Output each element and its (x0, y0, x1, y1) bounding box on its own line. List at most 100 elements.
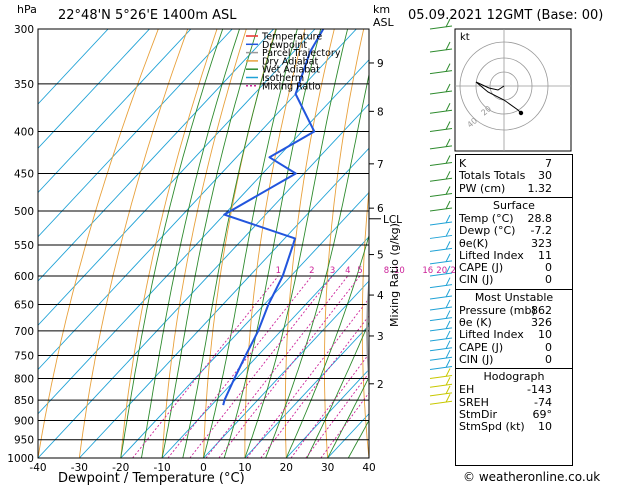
hodograph-row: StmSpd (kt) 10 (456, 420, 572, 433)
pressure-tick-label: 500 (14, 206, 34, 218)
wind-barb (429, 161, 453, 166)
hodograph-section-title: Hodograph (483, 370, 545, 384)
wind-barb-flag (445, 155, 451, 164)
indices-panel: K 7 Totals Totals 30 PW (cm) 1.32 Surface Temp … (455, 154, 573, 466)
index-label: Temp (°C) (459, 211, 514, 225)
wind-barb-flag (445, 320, 451, 330)
hodograph-kt-label: kt (460, 32, 470, 43)
mixing-ratio-label: 3 (330, 266, 335, 276)
mixing-ratio-line (132, 275, 279, 458)
wind-barb (429, 392, 453, 397)
legend-entry: Wet Adiabat (262, 65, 320, 76)
index-label: θe(K) (459, 236, 489, 250)
index-value: 862 (531, 303, 552, 317)
temperature-tick-label: 10 (238, 462, 251, 474)
index-value: 1.32 (527, 181, 553, 195)
surface-row: Temp (°C) 28.8 (456, 212, 572, 225)
surface-row: Dewp (°C) -7.2 (456, 224, 572, 237)
pressure-tick-label: 400 (14, 127, 34, 139)
wind-barb-flag (445, 368, 451, 377)
mixing-ratio-axis-label: Mixing Ratio (g/kg) (388, 223, 401, 327)
wind-barb (429, 365, 453, 370)
legend-entry: Dry Adiabat (262, 56, 319, 67)
wind-barb-flag (445, 288, 451, 298)
height-km-label: 7 (377, 159, 384, 171)
wind-barb (429, 260, 453, 265)
wind-barb-flag (445, 394, 451, 403)
surface-section-title: Surface (493, 198, 535, 212)
height-km-label: 3 (377, 331, 384, 343)
mixing-ratio-label: 20 (436, 266, 447, 276)
wind-barb-flag (445, 310, 451, 319)
wind-barb-flag (445, 241, 451, 250)
most-unstable-row: CIN (J) 0 (456, 353, 572, 366)
dry-adiabat-line (161, 29, 247, 458)
isotherm-line (38, 29, 233, 238)
asl-axis-unit: ASL (373, 16, 394, 29)
index-label: SREH (459, 395, 489, 409)
index-label: Pressure (mb) (459, 303, 536, 317)
wind-barb-flag (445, 299, 451, 309)
index-label: StmDir (459, 407, 498, 421)
index-label: CIN (J) (459, 352, 494, 366)
wind-barb-flag (445, 186, 451, 195)
wind-barb-flag (445, 228, 451, 237)
most-unstable-row: Pressure (mb) 862 (456, 304, 572, 317)
index-value: -7.2 (530, 224, 552, 238)
pressure-tick-label: 350 (14, 79, 34, 91)
dry-adiabat-line (399, 29, 422, 458)
wind-barb-flag (445, 253, 451, 263)
lcl-label: LCL (383, 214, 402, 226)
index-label: Totals Totals (459, 169, 526, 183)
wind-barb-flag (445, 377, 451, 386)
wind-barb (429, 306, 453, 311)
wind-barb (429, 207, 453, 212)
wind-barb (429, 70, 453, 75)
plot-frame (37, 28, 370, 459)
height-km-label: 4 (377, 290, 384, 302)
isotherm-line (161, 236, 369, 458)
index-value: 0 (545, 340, 552, 354)
hodograph-row: StmDir 69° (456, 408, 572, 421)
index-value: 30 (538, 169, 552, 183)
legend-entry: Dewpoint (262, 40, 307, 51)
legend-entry: Parcel Trajectory (262, 48, 341, 59)
wind-barb-flag (445, 41, 451, 51)
index-label: CAPE (J) (459, 340, 504, 354)
isotherm-line (38, 29, 316, 326)
wind-barb-flag (445, 103, 451, 112)
pressure-tick-label: 1000 (7, 453, 34, 465)
wind-barb-flag (445, 265, 451, 275)
pressure-tick-label: 950 (14, 435, 34, 447)
wind-barb (429, 295, 453, 300)
surface-row: θe(K) 323 (456, 237, 572, 250)
index-label: K (459, 157, 467, 170)
wind-barb-flag (445, 277, 451, 286)
wet-adiabat-line (161, 29, 258, 458)
index-value: 323 (531, 236, 552, 250)
height-km-label: 8 (377, 106, 384, 118)
isotherm-line (203, 280, 369, 458)
wind-barb-flag (445, 349, 451, 359)
index-row: PW (cm) 1.32 (456, 182, 572, 195)
pressure-tick-label: 750 (14, 350, 34, 362)
location-title: 22°48'N 5°26'E 1400m ASL (58, 8, 237, 23)
height-km-label: 9 (377, 58, 384, 70)
temperature-tick-label: -20 (112, 462, 129, 474)
pressure-tick-label: 300 (14, 24, 34, 36)
wet-adiabat-line (327, 376, 369, 458)
temperature-tick-label: 30 (321, 462, 334, 474)
isotherm-line (285, 368, 369, 458)
isotherm-line (79, 147, 369, 458)
wind-barb-flag (445, 214, 451, 224)
mixing-ratio-label: 1 (276, 266, 281, 276)
wind-barb (429, 347, 453, 352)
wind-barb-flag (445, 83, 451, 93)
wind-barb-flag (445, 138, 451, 148)
temperature-tick-label: 0 (200, 462, 207, 474)
wind-barb (429, 109, 453, 114)
mixing-ratio-label: 10 (394, 266, 405, 276)
hpa-axis-unit: hPa (17, 3, 37, 16)
series-line-parcel-trajectory (366, 240, 369, 387)
mixing-ratio-label: 16 (422, 266, 433, 276)
